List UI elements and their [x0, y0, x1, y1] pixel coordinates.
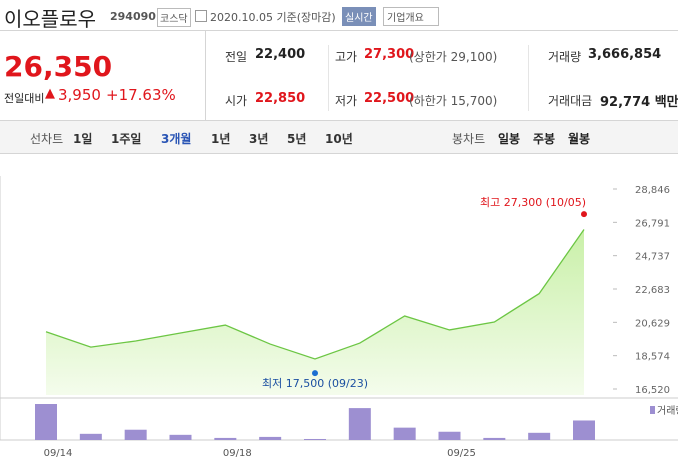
tab[interactable]: 일봉	[498, 132, 521, 146]
volume-bar	[79, 433, 102, 440]
x-tick-label: 09/14	[44, 448, 73, 459]
volume-bar	[259, 436, 282, 440]
y-tick-label: 16,520	[635, 385, 670, 396]
realtime-badge[interactable]: 실시간	[342, 7, 376, 26]
volume-bar	[169, 434, 192, 440]
volume-bar	[124, 429, 147, 440]
volume-bar	[214, 437, 237, 440]
tab[interactable]: 1주일	[111, 132, 142, 146]
tab[interactable]: 3년	[249, 132, 269, 146]
stock-name: 이오플로우	[4, 7, 96, 31]
volume-bar	[35, 404, 57, 440]
quote-extra: (상한가 29,100)	[409, 50, 498, 64]
tab[interactable]: 1년	[211, 132, 231, 146]
legend-label: 거래량	[657, 405, 678, 417]
y-tick-label: 18,574	[635, 352, 670, 363]
tab[interactable]: 5년	[287, 132, 307, 146]
date: 2020.10.05 기준(장마감)	[210, 11, 336, 24]
volume-bar	[304, 438, 326, 440]
x-tick-label: 09/18	[223, 448, 252, 459]
annotation-label: 최고 27,300 (10/05)	[480, 196, 586, 209]
quote-value: 3,666,854	[588, 47, 662, 62]
tab-label: 봉차트	[452, 132, 486, 146]
quote-label: 거래량	[548, 50, 582, 64]
change-label: 전일대비	[4, 92, 45, 105]
y-tick-label: 22,683	[635, 285, 670, 296]
quote-value: 22,500	[364, 91, 415, 106]
annotation-dot	[581, 211, 587, 218]
x-tick-label: 09/25	[447, 448, 476, 459]
tab[interactable]: 월봉	[568, 132, 591, 146]
market-badge: 코스닥	[157, 8, 191, 27]
quote-value: 22,850	[255, 91, 306, 106]
change: 3,950	[58, 86, 101, 104]
calendar-icon	[195, 10, 207, 22]
stock-code: 294090	[110, 10, 156, 23]
quote-value: 92,774 백만	[600, 95, 678, 110]
volume-bar	[573, 420, 595, 440]
annotation-label: 최저 17,500 (09/23)	[262, 377, 368, 390]
annotation-dot	[312, 370, 318, 377]
y-tick-label: 24,737	[635, 252, 670, 263]
quote-label: 전일	[225, 50, 248, 64]
quote-value: 22,400	[255, 47, 306, 62]
legend-swatch	[650, 406, 655, 414]
volume-bar	[483, 437, 506, 440]
change-rate: +17.63%	[106, 86, 176, 104]
y-tick-label: 26,791	[635, 218, 670, 229]
price-line	[45, 229, 585, 360]
volume-bar	[438, 431, 461, 440]
tab[interactable]: 10년	[325, 132, 353, 146]
tab[interactable]: 주봉	[533, 132, 556, 146]
quote-label: 거래대금	[548, 94, 593, 108]
tab[interactable]: 3개월	[161, 132, 192, 146]
volume-bar	[393, 427, 416, 440]
divider	[328, 45, 329, 111]
quote-label: 시가	[225, 94, 248, 108]
quote-label: 고가	[335, 50, 358, 64]
y-tick-label: 20,629	[635, 318, 670, 329]
volume-bar	[348, 408, 371, 440]
quote-extra: (하한가 15,700)	[409, 94, 498, 108]
price-area	[46, 229, 584, 395]
divider	[528, 45, 529, 111]
price: 26,350	[4, 50, 113, 83]
volume-bar	[528, 432, 551, 440]
divider	[0, 30, 678, 31]
up-arrow: ▲	[45, 86, 55, 101]
y-tick-label: 28,846	[635, 185, 670, 196]
divider	[205, 31, 206, 120]
tab[interactable]: 1일	[73, 132, 93, 146]
tab-label: 선차트	[30, 132, 64, 146]
chart: 16,520 18,574 20,629 22,683 24,737 26,791 28,8…	[0, 176, 678, 459]
quote-value: 27,300	[364, 47, 415, 62]
quote-label: 저가	[335, 94, 358, 108]
tab-bar	[0, 120, 678, 154]
overview-button[interactable]: 기업개요	[383, 7, 439, 26]
